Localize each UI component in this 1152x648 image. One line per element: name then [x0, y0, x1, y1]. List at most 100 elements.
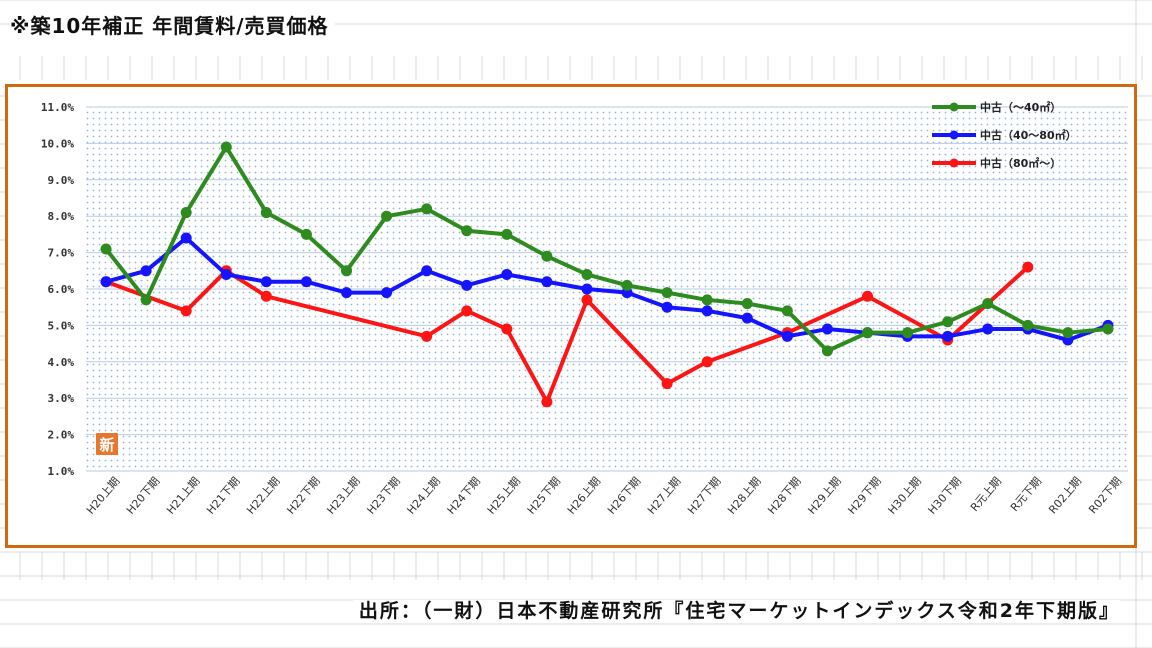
data-point [661, 287, 673, 299]
data-point [100, 243, 112, 255]
data-point [862, 327, 873, 339]
x-tick-label: H23下期 [364, 475, 402, 517]
data-point [781, 330, 793, 342]
data-point [180, 207, 192, 219]
y-tick-label: 9.0% [48, 174, 75, 187]
data-point [942, 330, 954, 342]
data-point [621, 279, 633, 291]
legend-swatch-marker [949, 158, 959, 168]
new-badge-text: 新 [99, 436, 114, 454]
data-point [541, 396, 553, 408]
data-point [501, 323, 513, 335]
x-tick-label: H29上期 [805, 475, 843, 517]
data-point [821, 323, 833, 335]
data-point [741, 298, 753, 310]
x-tick-label: H21上期 [164, 475, 202, 517]
y-tick-label: 3.0% [48, 392, 75, 405]
data-point [1102, 323, 1114, 335]
source-citation: 出所：（一財）日本不動産研究所『住宅マーケットインデックス令和2年下期版』 [0, 596, 1120, 623]
data-point [220, 268, 232, 280]
data-point [180, 305, 192, 317]
x-tick-label: R元下期 [1008, 475, 1044, 515]
y-tick-label: 2.0% [48, 429, 75, 442]
data-point [701, 305, 713, 317]
data-point [541, 276, 553, 288]
data-point [100, 276, 112, 288]
data-point [260, 276, 272, 288]
source-text: 出所：（一財）日本不動産研究所『住宅マーケットインデックス令和2年下期版』 [352, 600, 1120, 622]
data-point [381, 210, 393, 222]
legend-swatch-marker [949, 130, 959, 140]
data-point [140, 294, 152, 306]
data-point [180, 232, 192, 244]
data-point [461, 225, 473, 237]
y-tick-label: 7.0% [48, 247, 75, 260]
series-line [105, 236, 1109, 342]
data-point [501, 268, 513, 280]
data-point [140, 265, 152, 277]
legend-label: 中古（40～80㎡） [980, 128, 1077, 142]
data-point [421, 265, 433, 277]
y-tick-label: 4.0% [48, 356, 75, 369]
x-tick-label: H29下期 [845, 475, 883, 517]
data-point [501, 228, 513, 240]
data-point [300, 276, 312, 288]
data-point [1022, 261, 1034, 273]
x-tick-label: H26上期 [565, 475, 603, 517]
data-point [341, 287, 352, 299]
series-line [104, 145, 1109, 353]
data-point [300, 228, 312, 240]
x-tick-label: H30下期 [926, 475, 964, 517]
x-tick-label: H24上期 [405, 475, 443, 517]
data-point [461, 279, 473, 291]
data-point [741, 312, 753, 324]
data-point [581, 283, 593, 295]
legend-item: 中古（～40㎡） [932, 100, 1061, 114]
data-point [661, 378, 673, 390]
x-tick-label: H27下期 [685, 475, 723, 517]
legend-label: 中古（80㎡～） [980, 156, 1061, 170]
x-tick-label: R元上期 [968, 475, 1004, 515]
data-point [942, 316, 954, 328]
y-tick-label: 5.0% [48, 319, 75, 332]
y-tick-label: 10.0% [41, 137, 74, 150]
x-tick-label: H22下期 [284, 475, 322, 517]
data-point [421, 203, 433, 215]
data-point [701, 356, 713, 368]
x-tick-label: R02上期 [1046, 475, 1084, 517]
data-point [821, 345, 833, 357]
x-tick-label: H21下期 [204, 475, 242, 517]
data-point [581, 268, 593, 280]
data-point [260, 207, 272, 219]
new-badge-icon [96, 433, 118, 455]
y-tick-label: 8.0% [48, 210, 75, 223]
legend-item: 中古（80㎡～） [932, 156, 1061, 170]
legend: 中古（～40㎡） 中古（40～80㎡） 中古（80㎡～） [932, 100, 1077, 170]
data-point [220, 141, 232, 153]
y-tick-label: 11.0% [41, 101, 74, 114]
x-tick-label: H25上期 [485, 475, 523, 517]
x-tick-label: H28上期 [725, 475, 763, 517]
data-point [461, 305, 473, 317]
data-point [581, 294, 593, 306]
data-point [381, 287, 393, 299]
data-point [341, 265, 352, 277]
data-point [260, 290, 272, 302]
x-tick-label: H26下期 [605, 475, 643, 517]
series-0 [100, 141, 1114, 357]
x-tick-label: H23上期 [324, 475, 362, 517]
data-point [541, 250, 553, 262]
gridlines [86, 106, 1128, 472]
legend-label: 中古（～40㎡） [980, 100, 1061, 114]
x-tick-label: H27上期 [645, 475, 683, 517]
page-title: ※築10年補正 年間賃料/売買価格 [10, 10, 335, 39]
data-point [982, 298, 994, 310]
data-point [982, 323, 994, 335]
legend-item: 中古（40～80㎡） [932, 128, 1077, 142]
x-tick-label: H20上期 [84, 475, 122, 517]
data-point [781, 305, 793, 317]
x-tick-label: H24下期 [445, 475, 483, 517]
chart-frame: 1.0% 2.0% 3.0% 4.0% 5.0% 6.0% 7.0% 8.0% 9.0% 10.0… [5, 84, 1137, 548]
y-tick-label: 6.0% [48, 283, 75, 296]
data-point [1022, 319, 1034, 331]
